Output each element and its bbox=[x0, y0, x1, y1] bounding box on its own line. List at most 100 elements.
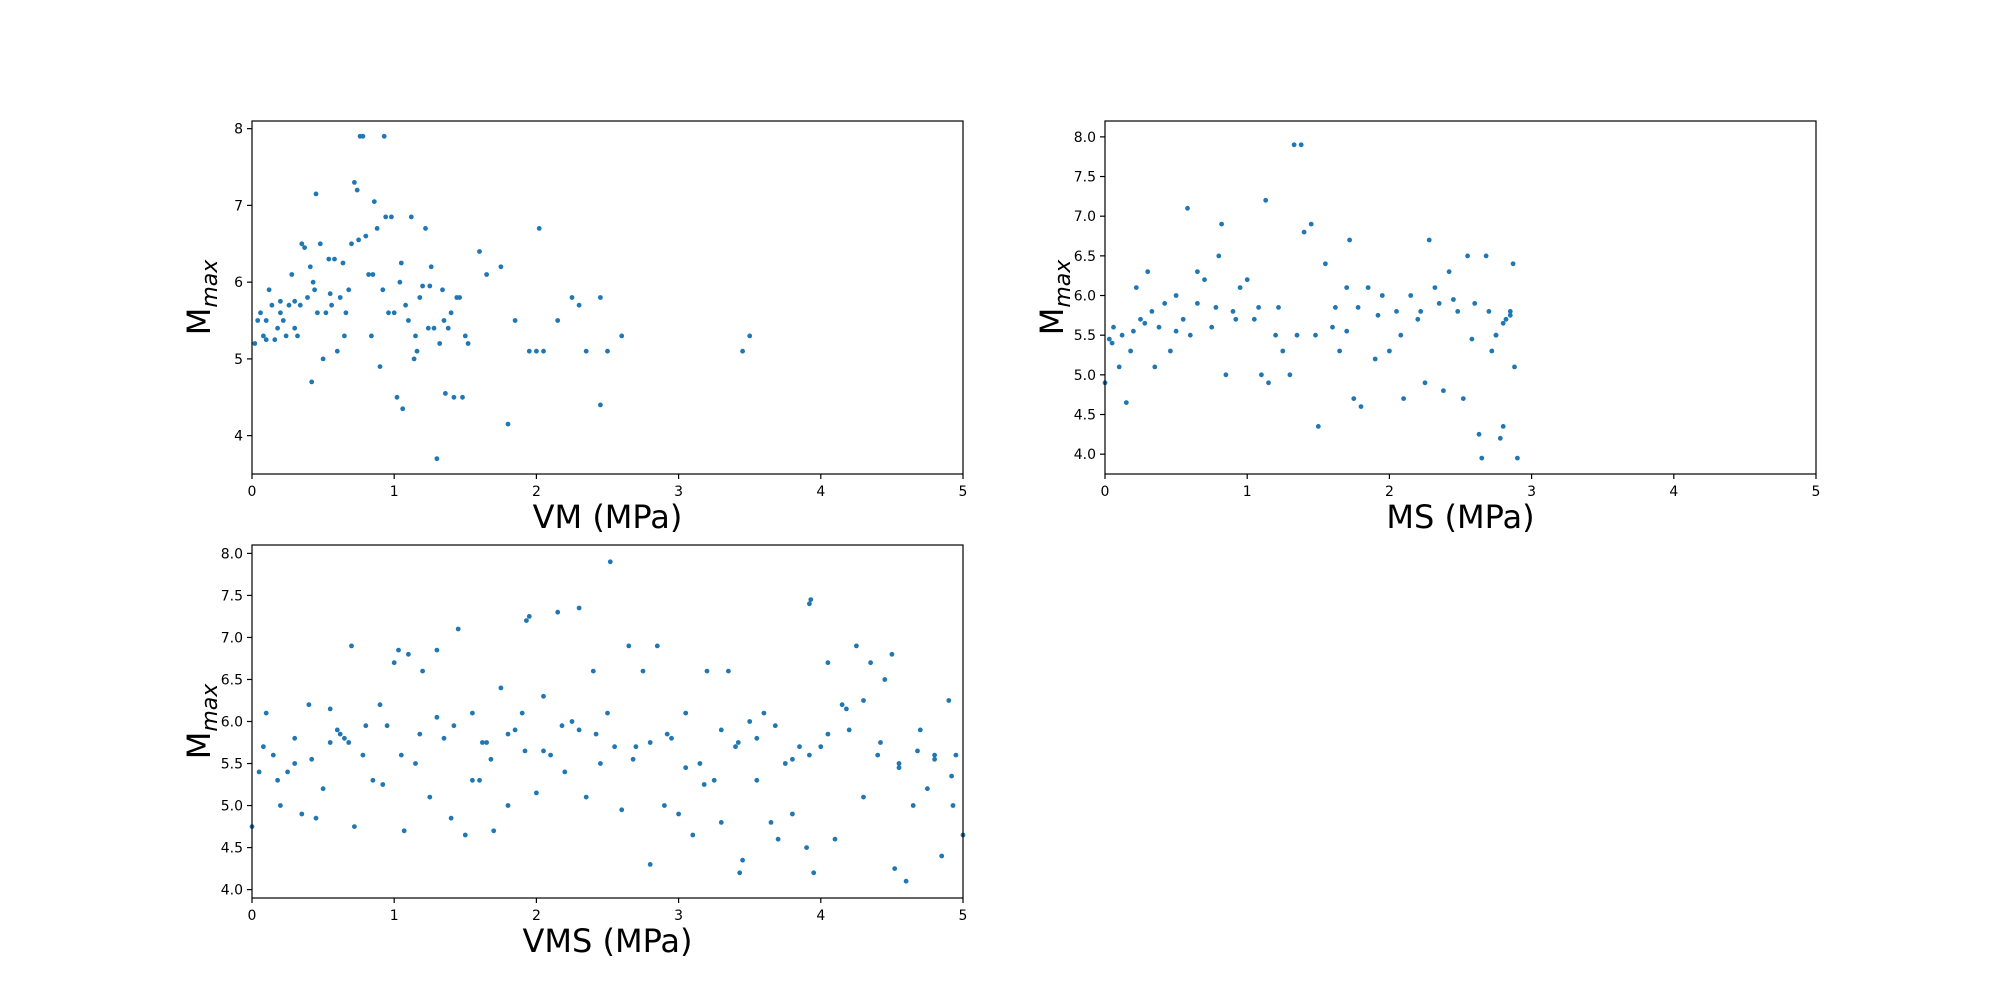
data-point bbox=[1294, 332, 1300, 338]
data-point bbox=[939, 853, 945, 859]
data-point bbox=[441, 735, 447, 741]
data-point bbox=[534, 790, 539, 796]
data-point bbox=[263, 318, 269, 323]
data-point bbox=[383, 214, 389, 220]
data-point bbox=[1219, 221, 1224, 227]
data-point bbox=[775, 836, 781, 842]
data-point bbox=[1244, 277, 1250, 283]
data-point bbox=[1263, 197, 1269, 203]
data-point bbox=[310, 279, 316, 285]
data-point bbox=[349, 241, 354, 247]
data-point bbox=[808, 597, 814, 602]
data-point bbox=[491, 828, 497, 834]
x-tick-label: 5 bbox=[959, 908, 968, 924]
data-point bbox=[878, 740, 883, 745]
data-point bbox=[440, 287, 445, 293]
data-point bbox=[309, 756, 315, 762]
data-point bbox=[360, 133, 366, 139]
y-tick-label: 5.0 bbox=[221, 799, 243, 815]
data-point bbox=[861, 794, 866, 800]
data-point bbox=[312, 287, 317, 293]
data-point bbox=[1323, 261, 1328, 267]
data-point bbox=[1436, 301, 1442, 306]
data-point bbox=[1472, 301, 1478, 306]
data-point bbox=[292, 325, 298, 331]
x-tick-label: 5 bbox=[1812, 484, 1821, 500]
data-point bbox=[605, 710, 610, 716]
data-point bbox=[737, 870, 743, 876]
data-point bbox=[1365, 285, 1371, 290]
data-point bbox=[1422, 380, 1428, 386]
data-point bbox=[451, 723, 457, 729]
data-point bbox=[576, 302, 582, 308]
data-point bbox=[1358, 404, 1364, 409]
x-tick-label: 2 bbox=[1385, 484, 1394, 500]
y-tick-label: 6.0 bbox=[221, 715, 243, 731]
data-point bbox=[697, 761, 703, 766]
data-point bbox=[562, 769, 568, 775]
data-point bbox=[437, 341, 443, 346]
data-point bbox=[953, 752, 959, 758]
data-point bbox=[1455, 309, 1461, 314]
data-point bbox=[548, 752, 553, 758]
data-point bbox=[329, 302, 334, 308]
data-point bbox=[526, 614, 532, 619]
data-point bbox=[1209, 324, 1215, 330]
x-tick-label: 3 bbox=[674, 484, 683, 500]
data-point bbox=[892, 866, 898, 871]
data-point bbox=[292, 761, 298, 766]
data-point bbox=[839, 702, 845, 708]
data-point bbox=[305, 295, 310, 300]
y-axis-label: Mmax bbox=[180, 259, 223, 336]
data-point bbox=[1493, 332, 1499, 338]
data-point bbox=[797, 744, 802, 750]
subplot-vm: 0 1 2 3 4 5 4 5 6 7 8 VM (MPa) Mmax bbox=[180, 120, 967, 536]
data-point bbox=[1185, 205, 1190, 211]
data-point bbox=[754, 735, 760, 741]
data-point bbox=[1195, 269, 1200, 275]
data-point bbox=[818, 744, 824, 750]
data-point bbox=[1355, 305, 1361, 310]
data-point bbox=[441, 318, 447, 323]
axes-frame-vms bbox=[251, 544, 964, 899]
data-point bbox=[327, 740, 333, 745]
data-point bbox=[1486, 309, 1492, 314]
data-point bbox=[524, 618, 529, 623]
x-tick-label: 1 bbox=[390, 484, 399, 500]
data-point bbox=[536, 226, 542, 231]
data-point bbox=[875, 752, 881, 758]
y-tick-label: 5 bbox=[234, 352, 243, 368]
data-point bbox=[275, 777, 280, 783]
data-point bbox=[342, 735, 347, 741]
data-point bbox=[484, 272, 489, 277]
data-point bbox=[327, 291, 333, 297]
data-point bbox=[1237, 285, 1243, 290]
data-point bbox=[1515, 455, 1520, 461]
data-point bbox=[740, 857, 745, 863]
data-point bbox=[1131, 328, 1136, 334]
y-axis-label: Mmax bbox=[1033, 259, 1076, 336]
points-ms bbox=[1102, 142, 1520, 461]
data-point bbox=[846, 727, 852, 733]
x-tick-label: 0 bbox=[248, 484, 257, 500]
data-point bbox=[598, 295, 603, 300]
data-point bbox=[619, 333, 625, 339]
data-point bbox=[389, 214, 394, 220]
data-point bbox=[349, 643, 354, 649]
data-point bbox=[1333, 305, 1338, 310]
data-point bbox=[323, 310, 329, 316]
data-point bbox=[569, 719, 575, 724]
data-point bbox=[1446, 269, 1452, 275]
data-point bbox=[261, 333, 266, 339]
data-point bbox=[868, 660, 873, 666]
data-point bbox=[488, 756, 494, 762]
data-point bbox=[1507, 309, 1513, 314]
data-point bbox=[1426, 237, 1432, 243]
data-point bbox=[619, 807, 625, 813]
data-point bbox=[1347, 237, 1352, 243]
data-point bbox=[718, 820, 724, 825]
data-point bbox=[754, 777, 760, 783]
data-point bbox=[295, 333, 300, 339]
y-tick-label: 4.5 bbox=[1074, 408, 1096, 424]
data-point bbox=[1500, 424, 1506, 429]
